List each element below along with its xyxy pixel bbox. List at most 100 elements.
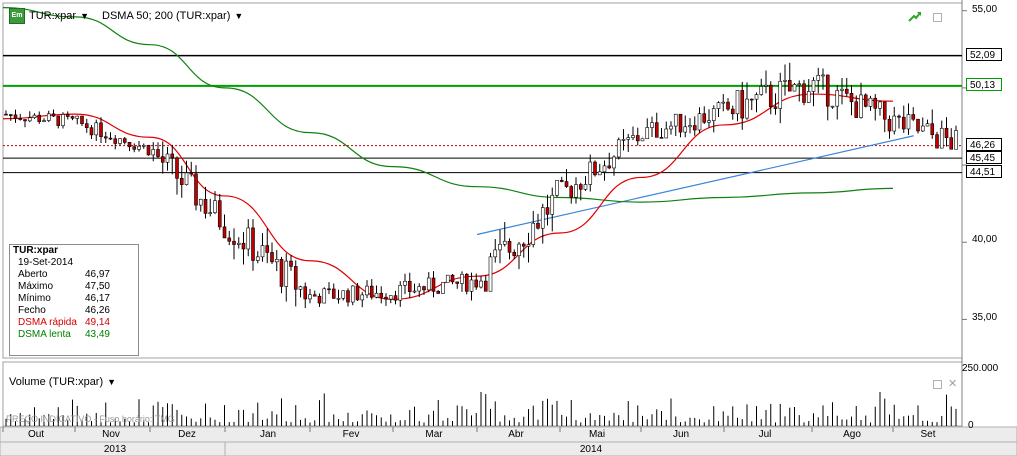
candle-body [469, 279, 474, 292]
candle-body [65, 114, 70, 117]
info-box: TUR:xpar 19-Set-2014 Aberto 46,97 Máximo 4… [9, 244, 139, 356]
candle-body [398, 284, 403, 301]
month-label: Mar [425, 429, 443, 440]
watermark: PREÇO INDICATIVO - Fuso horário: TMG [6, 414, 175, 424]
candle-body [616, 139, 621, 158]
candle-body [773, 106, 778, 109]
candle-body [759, 86, 764, 95]
candle-body [498, 243, 502, 251]
candle-body [346, 290, 350, 303]
candle-body [507, 240, 512, 253]
candle-body [260, 245, 265, 258]
month-label: Fev [342, 429, 360, 440]
candle-body [122, 138, 127, 143]
candle-body [559, 180, 564, 182]
candle-body [521, 243, 526, 247]
month-label: Abr [508, 429, 524, 440]
candle-body [460, 273, 464, 284]
candle-body [683, 126, 688, 133]
candle-body [422, 286, 426, 291]
candle-body [569, 186, 574, 198]
month-label: Jul [758, 429, 772, 440]
candle-body [844, 88, 849, 94]
candle-body [697, 113, 702, 131]
candle-body [170, 153, 175, 159]
candle-body [241, 242, 246, 250]
candle-body [474, 279, 479, 288]
candle-body [602, 165, 607, 173]
level-tag: 52,09 [966, 48, 1002, 61]
candle-body [911, 114, 916, 120]
fast-ma-line [2, 93, 894, 300]
candle-body [194, 173, 198, 206]
candle-body [882, 101, 887, 120]
candle-body [574, 184, 578, 198]
candle-body [640, 138, 645, 142]
candle-body [540, 207, 545, 229]
candle-body [897, 115, 901, 118]
candle-body [61, 114, 65, 126]
candle-body [407, 280, 412, 292]
candle-body [355, 285, 360, 301]
candle-body [536, 222, 540, 229]
candle-body [165, 153, 170, 163]
close-icon[interactable]: ✕ [948, 378, 958, 390]
candle-body [906, 114, 911, 130]
candle-body [146, 145, 151, 156]
candle-body [298, 286, 303, 290]
candle-body [317, 295, 322, 304]
month-label: Jan [259, 429, 277, 440]
candle-body [293, 266, 298, 290]
candle-body [797, 83, 802, 86]
candle-body [42, 120, 46, 122]
candle-body [664, 128, 669, 139]
candle-body [56, 115, 61, 126]
chevron-down-icon: ▼ [107, 377, 117, 387]
symbol-selector[interactable]: TUR:xpar ▼ [29, 8, 89, 24]
month-label: Jun [672, 429, 690, 440]
candle-body [403, 280, 407, 286]
month-label: Dez [178, 429, 196, 440]
candle-body [868, 97, 873, 107]
candle-body [745, 98, 749, 119]
trend-arrow-icon[interactable] [908, 10, 922, 22]
candle-body [70, 116, 75, 119]
candle-body [412, 290, 417, 293]
candle-body [118, 138, 122, 144]
candle-body [517, 243, 521, 257]
candle-body [626, 137, 631, 140]
indicator-label: DSMA 50; 200 (TUR:xpar) [102, 10, 231, 22]
candle-body [835, 90, 840, 107]
candle-body [678, 113, 683, 133]
symbol-label: TUR:xpar [29, 10, 77, 22]
candle-body [18, 118, 23, 120]
candle-body [327, 288, 331, 291]
candle-body [935, 134, 939, 149]
candle-body [251, 227, 255, 261]
month-label: Ago [843, 429, 861, 440]
maximize-icon[interactable] [933, 380, 942, 389]
candle-body [488, 256, 493, 292]
candle-body [873, 97, 878, 109]
candle-body [754, 94, 759, 100]
candle-body [37, 114, 42, 122]
candle-body [331, 288, 336, 299]
candle-body [127, 142, 132, 148]
candle-body [151, 149, 156, 156]
candle-body [749, 98, 754, 101]
candle-body [184, 172, 189, 185]
candle-body [635, 135, 640, 142]
candle-body [113, 138, 118, 144]
indicator-selector[interactable]: DSMA 50; 200 (TUR:xpar) ▼ [102, 8, 243, 24]
candle-body [75, 115, 80, 119]
candle-body [631, 135, 635, 138]
app-logo-icon[interactable]: Em [9, 8, 25, 24]
volume-selector[interactable]: Volume (TUR:xpar) ▼ [9, 376, 116, 388]
info-row-slow-ma: DSMA lenta 43,49 [18, 329, 110, 340]
maximize-icon[interactable] [933, 13, 942, 22]
volume-tick-label: 250.000 [962, 363, 999, 374]
candle-body [863, 94, 868, 107]
candle-body [441, 281, 445, 294]
candle-body [336, 297, 341, 300]
